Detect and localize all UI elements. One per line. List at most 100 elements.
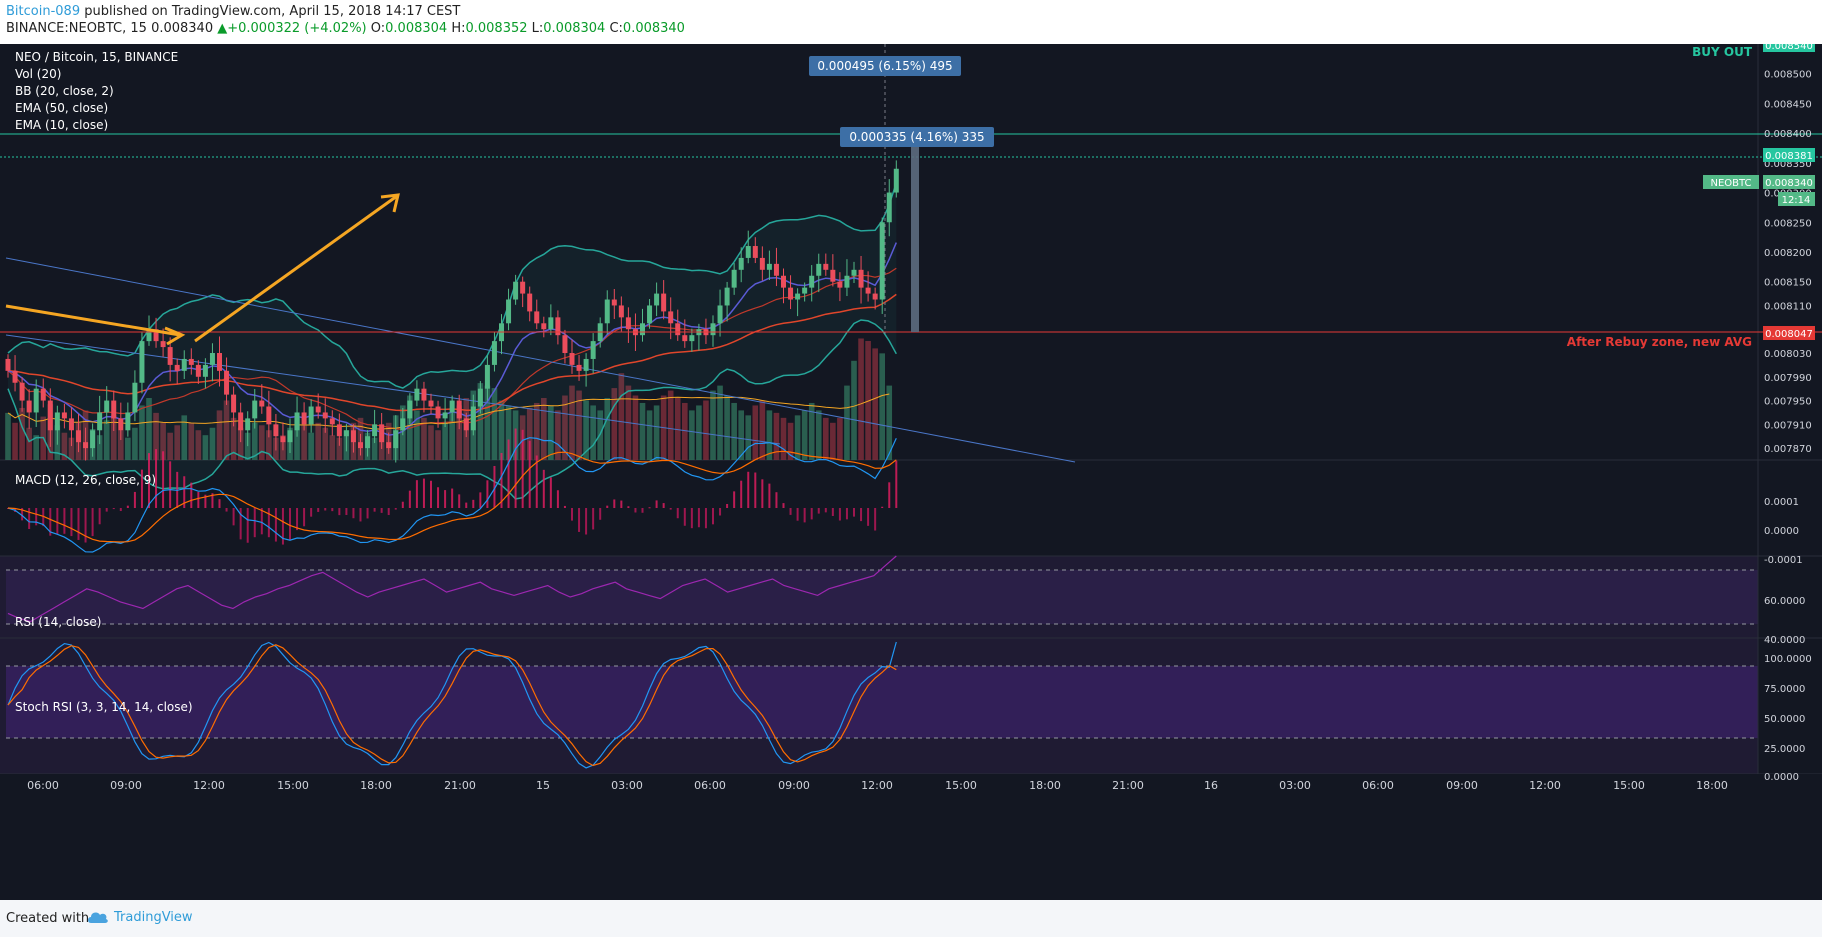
candle-body [872,293,878,300]
author-link[interactable]: Bitcoin-089 [6,4,81,19]
macd-hist [204,494,207,508]
volume-bar [12,422,18,460]
macd-hist [281,508,284,545]
candle-body [548,317,554,330]
legend-item-ema10: EMA (10, close) [15,118,108,132]
volume-bar [209,427,216,460]
macd-hist [239,508,242,540]
volume-bar [562,395,568,460]
candle-body [766,263,772,270]
time-tick: 15:00 [277,779,309,792]
chart-area[interactable]: 0.0085000.0084500.0084000.0083500.008300… [0,44,1822,900]
candle-body [202,364,208,377]
candle-body [611,299,617,306]
candle-body [583,358,589,371]
macd-hist [817,508,820,514]
macd-hist [845,508,848,520]
macd-tick: -0.0001 [1764,555,1803,566]
cloud-logo-icon [88,912,108,923]
candle-body [104,400,110,413]
macd-hist [704,508,707,529]
volume-bar [632,395,639,460]
volume-bar [110,415,117,460]
candle-body [414,388,420,401]
candle-body [802,287,808,294]
macd-hist [105,508,108,512]
volume-bar [449,412,455,460]
legend-item-ema50: EMA (50, close) [15,101,108,115]
volume-bar [865,340,871,460]
volume-bar [533,402,540,460]
macd-hist [119,508,122,512]
ticker-tag: NEOBTC [1710,178,1751,189]
candle-body [97,412,103,431]
volume-bar [414,410,420,460]
candle-body [315,406,321,413]
candle-body [322,412,328,419]
macd-hist [408,490,411,508]
macd-hist [197,491,200,508]
candle-body [795,293,801,300]
macd-hist [42,508,45,527]
chart-canvas[interactable]: 0.0085000.0084500.0084000.0083500.008300… [0,44,1822,900]
macd-hist [535,455,538,508]
macd-hist [479,492,482,508]
countdown: 12:14 [1782,195,1811,206]
stoch-label: Stoch RSI (3, 3, 14, 14, close) [15,700,193,714]
volume-bar [682,402,688,460]
trendline-2 [5,334,781,445]
macd-hist [28,508,31,530]
candle-body [865,287,871,294]
macd-hist [697,508,700,528]
macd-tick: 0.0000 [1764,526,1799,537]
volume-bar [674,398,681,460]
candle-body [773,263,779,276]
candle-body [625,317,631,330]
up-triangle-icon: ▲ [217,21,228,36]
candle-body [463,418,469,431]
tag-mid: 0.008381 [1765,151,1813,162]
candle-body [111,400,117,419]
volume-bar [618,373,625,460]
candle-body [661,293,667,312]
arrow-1-head [164,326,186,346]
candle-body [823,263,829,270]
volume-bar [125,437,131,460]
candle-body [858,269,864,288]
macd-hist [556,490,559,508]
macd-hist [634,508,637,513]
macd-hist [260,508,263,535]
volume-bar [139,405,145,460]
price-tick: 0.008110 [1764,301,1812,312]
price-tick: 0.007910 [1764,420,1812,431]
candle-body [759,257,765,270]
volume-bar [96,435,103,460]
macd-hist [324,508,327,511]
macd-hist [860,508,863,522]
stoch-tick: 50.0000 [1764,714,1805,725]
macd-hist [599,508,602,520]
tradingview-brand[interactable]: TradingView [86,909,193,925]
macd-hist [310,508,313,517]
ohlc-line: BINANCE:NEOBTC, 15 0.008340 ▲+0.000322 (… [6,21,685,36]
macd-hist [451,488,454,508]
candle-body [358,442,363,449]
macd-hist [690,508,693,529]
candle-body [33,388,39,413]
candle-body [788,287,794,300]
time-tick: 21:00 [444,779,476,792]
macd-hist [838,508,841,521]
volume-bar [435,430,441,460]
candle-body [879,222,885,300]
volume-ma [7,393,890,430]
candle-body [647,305,653,324]
volume-bar [259,425,265,460]
time-tick: 09:00 [110,779,142,792]
time-tick: 18:00 [360,779,392,792]
macd-hist [563,505,566,508]
tag-buy-out: 0.008540 [1765,44,1813,52]
macd-hist [789,508,792,515]
macd-hist [98,508,101,525]
macd-hist [126,505,129,508]
macd-hist [211,493,214,508]
